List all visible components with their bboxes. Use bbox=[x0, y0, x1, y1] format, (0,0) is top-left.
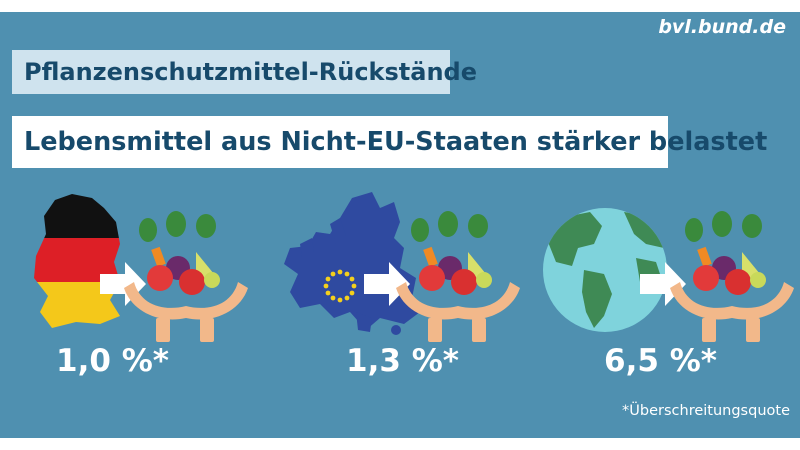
illustrations bbox=[34, 192, 794, 342]
globe-icon bbox=[543, 208, 667, 332]
rate-non-eu: 6,5 %* bbox=[604, 343, 717, 379]
hands-produce-icon-1 bbox=[124, 211, 248, 342]
rate-germany: 1,0 %* bbox=[56, 343, 169, 379]
page-title: Pflanzenschutzmittel-Rückstände bbox=[12, 50, 477, 94]
arrow-icon-2 bbox=[364, 262, 410, 306]
hands-produce-icon-3 bbox=[670, 211, 794, 342]
footnote: *Überschreitungsquote bbox=[622, 403, 790, 419]
source-url: bvl.bund.de bbox=[658, 16, 786, 38]
rate-eu: 1,3 %* bbox=[346, 343, 459, 379]
hands-produce-icon-2 bbox=[396, 211, 520, 342]
eu-map-icon bbox=[284, 192, 420, 335]
germany-flag-map-icon bbox=[34, 194, 120, 328]
page-subtitle: Lebensmittel aus Nicht-EU-Staaten stärke… bbox=[12, 116, 767, 168]
eu-stars-icon bbox=[323, 269, 357, 303]
